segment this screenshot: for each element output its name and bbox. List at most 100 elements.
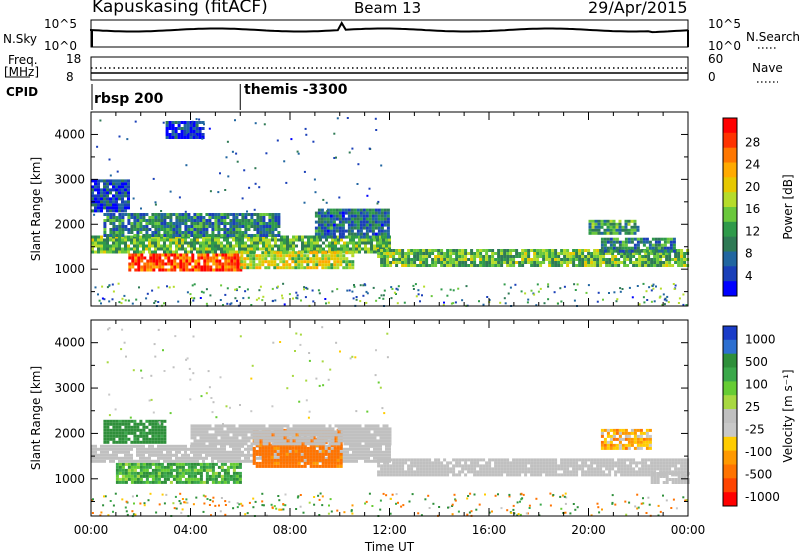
power-cell <box>353 220 357 224</box>
power-cell <box>422 258 426 261</box>
power-cell <box>648 246 652 250</box>
power-cell <box>349 247 352 251</box>
power-cell <box>300 257 304 261</box>
power-cell <box>527 249 531 252</box>
power-cell <box>232 216 236 219</box>
power-cell <box>206 256 210 260</box>
power-speckle <box>403 301 406 304</box>
power-cell <box>315 266 319 270</box>
velocity-cell <box>584 461 588 465</box>
velocity-cell <box>115 450 118 454</box>
power-cell <box>539 252 543 255</box>
power-cell <box>148 219 152 222</box>
power-cell <box>130 241 133 245</box>
velocity-cell <box>638 470 642 474</box>
velocity-cell <box>214 444 217 448</box>
power-cell <box>644 252 648 255</box>
power-cell <box>106 244 109 248</box>
power-cell <box>277 219 281 222</box>
power-cell <box>545 258 549 261</box>
velocity-cell <box>662 467 666 471</box>
velocity-cell <box>169 447 172 451</box>
power-cell <box>193 244 196 248</box>
power-cell <box>659 255 663 258</box>
power-cell <box>177 133 181 136</box>
power-cell <box>416 264 420 267</box>
power-cell <box>142 238 145 242</box>
velocity-cell <box>404 473 408 477</box>
velocity-cell <box>294 446 298 450</box>
power-colorbar-tick: 24 <box>745 158 760 172</box>
velocity-cell <box>205 439 209 443</box>
velocity-cell <box>566 461 570 465</box>
power-cell <box>323 223 327 227</box>
power-speckle <box>619 287 622 290</box>
velocity-cell <box>163 456 166 460</box>
power-cell <box>175 241 178 245</box>
power-speckle <box>153 302 156 304</box>
velocity-cell <box>346 450 349 454</box>
velocity-cell <box>361 453 364 457</box>
power-cell <box>333 254 337 258</box>
power-cell <box>152 265 156 269</box>
power-cell <box>533 252 537 255</box>
power-cell <box>149 262 153 266</box>
velocity-cell <box>602 464 606 468</box>
power-cell <box>208 244 211 248</box>
velocity-cell <box>386 470 390 474</box>
power-cell <box>455 255 459 258</box>
power-cell <box>623 258 627 261</box>
velocity-cell <box>575 470 579 474</box>
velocity-cell <box>659 464 663 468</box>
velocity-cell <box>270 452 274 456</box>
power-cell <box>112 225 116 228</box>
velocity-cell <box>361 456 364 460</box>
power-cell <box>314 226 318 230</box>
velocity-cell <box>166 453 169 457</box>
power-cell <box>200 268 204 272</box>
power-cell <box>233 256 237 260</box>
power-cell <box>677 255 681 258</box>
power-cell <box>158 256 162 260</box>
velocity-cell <box>440 470 444 474</box>
power-cell <box>203 256 207 260</box>
power-cell <box>166 247 169 251</box>
velocity-cell <box>419 470 423 474</box>
power-speckle <box>602 298 604 301</box>
power-data-cells <box>91 117 690 307</box>
power-cell <box>350 214 354 218</box>
power-cell <box>240 260 244 264</box>
power-cell <box>115 188 118 192</box>
velocity-cell <box>623 458 627 462</box>
power-cell <box>271 225 275 228</box>
velocity-cell <box>650 467 654 471</box>
power-cell <box>359 223 363 227</box>
power-cell <box>618 240 622 244</box>
power-cell <box>377 255 381 258</box>
power-cell <box>258 254 262 258</box>
velocity-cell <box>127 422 131 426</box>
power-cell <box>121 206 124 210</box>
velocity-cell <box>235 439 239 443</box>
power-cell <box>112 247 115 251</box>
velocity-cell <box>115 425 119 429</box>
power-cell <box>91 209 94 213</box>
power-cell <box>545 252 549 255</box>
velocity-cell <box>572 467 576 471</box>
velocity-cell <box>265 439 269 443</box>
velocity-cell <box>291 458 295 462</box>
power-speckle <box>423 285 426 288</box>
power-cell <box>223 213 227 216</box>
power-cell <box>136 225 140 228</box>
power-speckle <box>560 300 563 303</box>
power-cell <box>301 241 304 245</box>
power-cell <box>335 211 339 215</box>
power-cell <box>345 260 349 264</box>
velocity-cell <box>377 470 381 474</box>
power-cell <box>268 213 272 216</box>
power-cell <box>109 191 112 195</box>
velocity-cell <box>220 444 223 448</box>
power-cell <box>285 266 289 270</box>
power-cell <box>192 127 196 130</box>
power-cell <box>232 219 236 222</box>
